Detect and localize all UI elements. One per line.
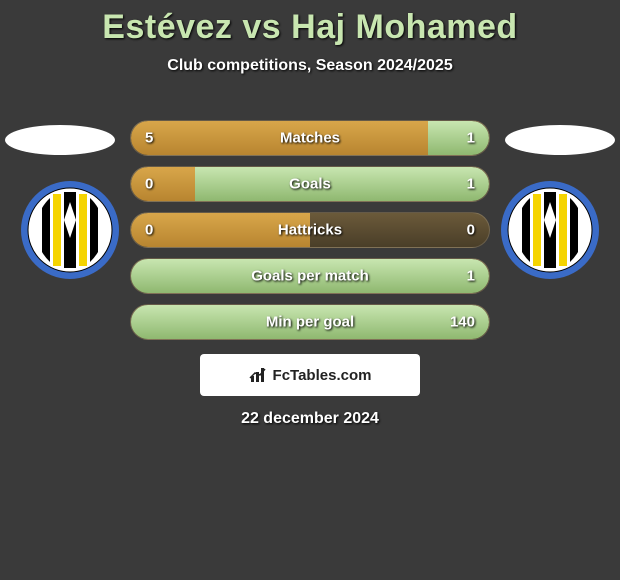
stat-bars: 51Matches 01Goals 00Hattricks 1Goals per ma… bbox=[130, 120, 490, 350]
stat-bar-row: 51Matches bbox=[130, 120, 490, 156]
stat-label: Goals bbox=[131, 176, 489, 193]
stat-label: Goals per match bbox=[131, 268, 489, 285]
comparison-title: Estévez vs Haj Mohamed bbox=[0, 0, 620, 47]
brand-logo: FcTables.com bbox=[200, 354, 420, 396]
player2-club-badge bbox=[500, 180, 600, 280]
stat-bar-row: 140Min per goal bbox=[130, 304, 490, 340]
brand-text: FcTables.com bbox=[273, 367, 372, 384]
player1-club-badge bbox=[20, 180, 120, 280]
subtitle: Club competitions, Season 2024/2025 bbox=[0, 57, 620, 75]
player1-avatar-placeholder bbox=[5, 125, 115, 155]
player1-name: Estévez bbox=[102, 8, 232, 46]
stat-bar-row: 01Goals bbox=[130, 166, 490, 202]
vs-text: vs bbox=[242, 8, 281, 46]
date-label: 22 december 2024 bbox=[0, 410, 620, 428]
stat-label: Hattricks bbox=[131, 222, 489, 239]
player2-name: Haj Mohamed bbox=[291, 8, 518, 46]
stat-label: Min per goal bbox=[131, 314, 489, 331]
stat-bar-row: 1Goals per match bbox=[130, 258, 490, 294]
stat-bar-row: 00Hattricks bbox=[130, 212, 490, 248]
stat-label: Matches bbox=[131, 130, 489, 147]
chart-icon bbox=[249, 366, 267, 384]
player2-avatar-placeholder bbox=[505, 125, 615, 155]
